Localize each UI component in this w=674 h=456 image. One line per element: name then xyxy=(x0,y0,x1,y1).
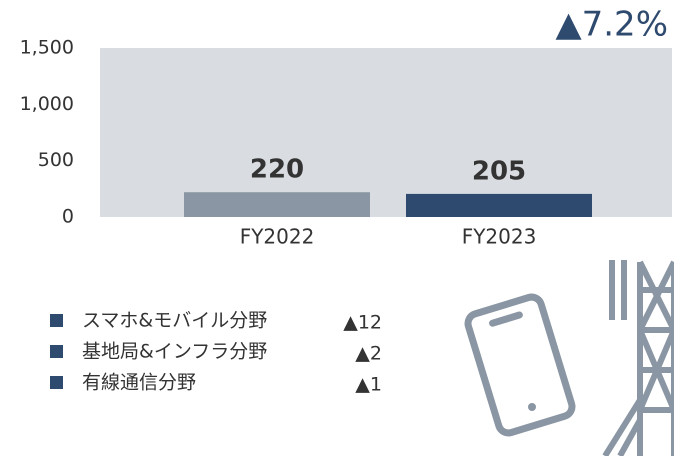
y-tick-label: 500 xyxy=(38,149,74,171)
y-tick-label: 1,000 xyxy=(20,93,74,115)
plot-area xyxy=(100,48,672,217)
data-label: 205 xyxy=(472,156,526,186)
phone-button xyxy=(528,403,536,411)
y-tick-label: 1,500 xyxy=(20,37,74,59)
breakdown-change: ▲2 xyxy=(355,343,382,365)
y-tick-label: 0 xyxy=(62,206,74,228)
tower-icon xyxy=(602,260,674,456)
annotation: ▲7.2% xyxy=(555,5,668,45)
bar xyxy=(184,192,370,217)
breakdown-change: ▲1 xyxy=(355,374,382,396)
x-tick-label: FY2022 xyxy=(240,225,315,249)
breakdown-label: 有線通信分野 xyxy=(82,372,196,394)
legend-marker xyxy=(50,376,63,389)
phone-icon xyxy=(464,293,576,437)
breakdown-change: ▲12 xyxy=(343,312,382,334)
x-tick-label: FY2023 xyxy=(462,225,537,249)
breakdown-label: スマホ&モバイル分野 xyxy=(82,310,267,332)
legend-marker xyxy=(50,345,63,358)
bar xyxy=(406,193,592,217)
legend-marker xyxy=(50,314,63,327)
breakdown-label: 基地局&インフラ分野 xyxy=(82,341,267,363)
data-label: 220 xyxy=(250,155,304,185)
